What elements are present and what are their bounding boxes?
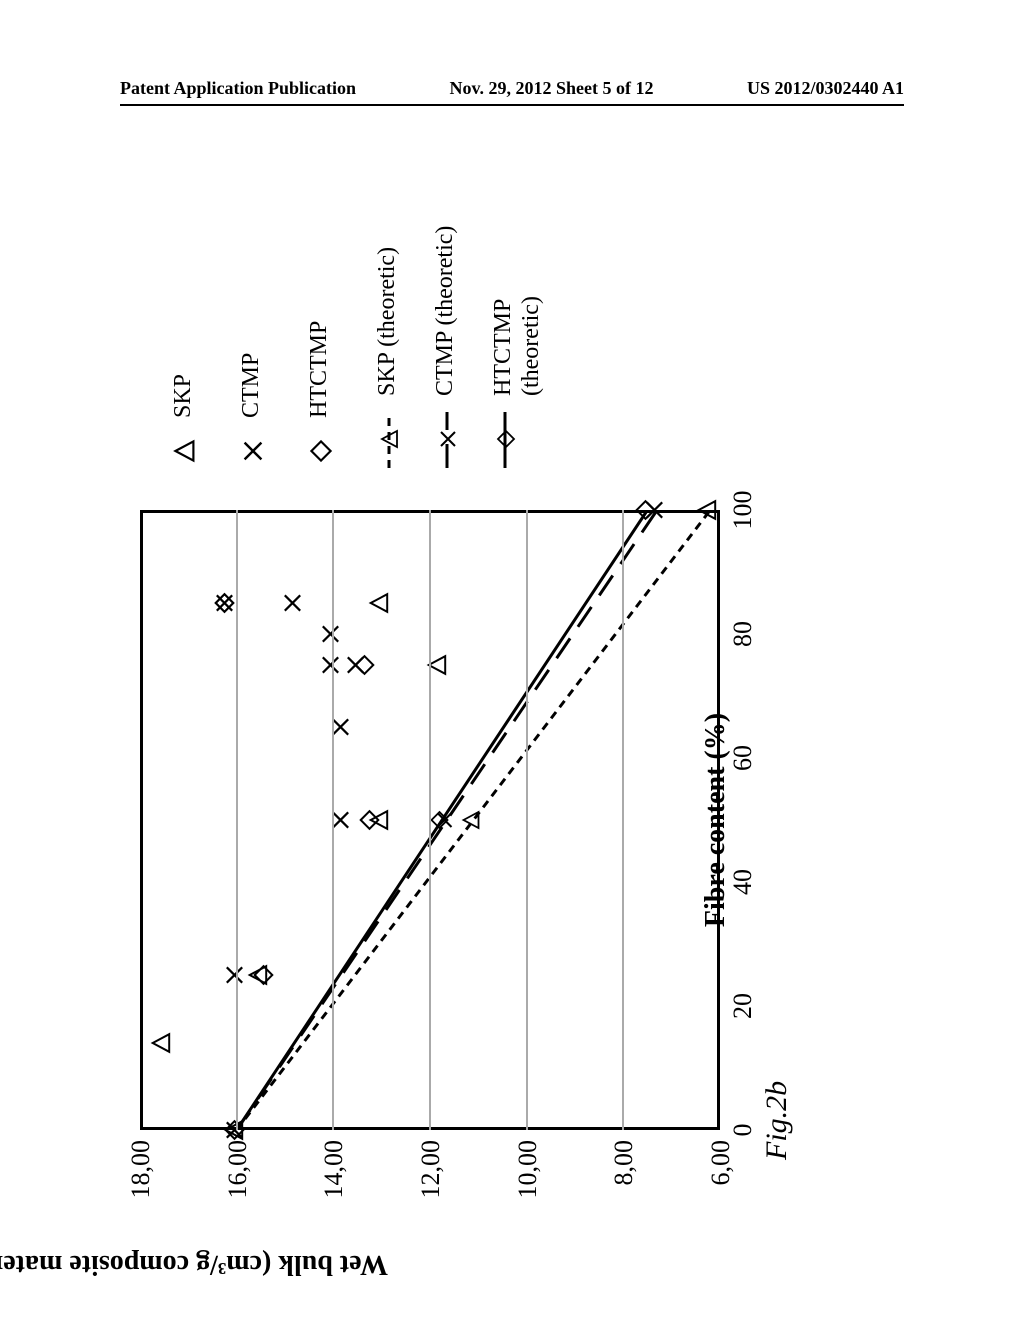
legend-label: CTMP (theoretic) (432, 226, 460, 396)
y-tick-label: 10,00 (513, 1140, 543, 1220)
x-icon (238, 432, 268, 470)
header-left: Patent Application Publication (120, 78, 356, 99)
grid-line (236, 510, 238, 1130)
legend-item: SKP (170, 210, 200, 470)
data-point (368, 592, 395, 614)
legend-label: HTCTMP (306, 321, 334, 418)
x-tick-label: 60 (728, 728, 758, 788)
grid-line (332, 510, 334, 1130)
x-tick-label: 20 (728, 976, 758, 1036)
data-point (247, 964, 274, 986)
data-point (354, 654, 381, 676)
chart-figure: Wet bulk (cm³/g composite material) 6,00… (60, 160, 964, 1260)
legend-item: HTCTMP (306, 210, 336, 470)
x-tick-label: 0 (728, 1100, 758, 1160)
x-tick-label: 80 (728, 604, 758, 664)
x-icon (432, 410, 462, 470)
grid-line (429, 510, 431, 1130)
header-rule (120, 104, 904, 106)
y-tick-label: 14,00 (319, 1140, 349, 1220)
y-tick-label: 12,00 (416, 1140, 446, 1220)
legend-item: CTMP (238, 210, 268, 470)
legend-item: HTCTMP (theoretic) (490, 210, 545, 470)
diamond-icon (306, 432, 336, 470)
y-tick-label: 8,00 (609, 1140, 639, 1220)
line-midmarker (461, 810, 486, 830)
x-tick-label: 40 (728, 852, 758, 912)
x-tick-label: 100 (728, 480, 758, 540)
data-point (252, 964, 279, 986)
triangle-icon (170, 432, 200, 470)
legend-label: SKP (theoretic) (374, 247, 402, 396)
data-point (644, 499, 671, 521)
patent-header: Patent Application Publication Nov. 29, … (0, 78, 1024, 99)
y-tick-label: 16,00 (223, 1140, 253, 1220)
diamond-icon (490, 410, 520, 470)
legend-label: HTCTMP (theoretic) (490, 210, 545, 396)
line-midmarker (434, 810, 459, 830)
figure-container: Wet bulk (cm³/g composite material) 6,00… (60, 160, 964, 1260)
line-midmarker (430, 810, 455, 830)
grid-line (622, 510, 624, 1130)
y-tick-label: 18,00 (126, 1140, 156, 1220)
data-point (151, 1032, 178, 1054)
data-point (344, 654, 371, 676)
x-axis-label: Fibre content (%) (700, 510, 732, 1130)
y-axis-label: Wet bulk (cm³/g composite material) (0, 1248, 430, 1280)
data-point (368, 809, 395, 831)
legend: SKP CTMP HTCTMP SKP (theoretic) CTMP (theore… (170, 210, 573, 470)
header-center: Nov. 29, 2012 Sheet 5 of 12 (450, 78, 654, 99)
data-point (634, 499, 661, 521)
data-point (359, 809, 386, 831)
data-point (281, 592, 308, 614)
header-right: US 2012/0302440 A1 (747, 78, 904, 99)
figure-caption: Fig.2b (760, 1081, 794, 1160)
grid-line (526, 510, 528, 1130)
legend-item: SKP (theoretic) (374, 210, 404, 470)
legend-item: CTMP (theoretic) (432, 210, 462, 470)
legend-label: SKP (170, 374, 198, 418)
chart-plot-area (140, 510, 720, 1130)
triangle-icon (374, 410, 404, 470)
legend-label: CTMP (238, 353, 266, 418)
